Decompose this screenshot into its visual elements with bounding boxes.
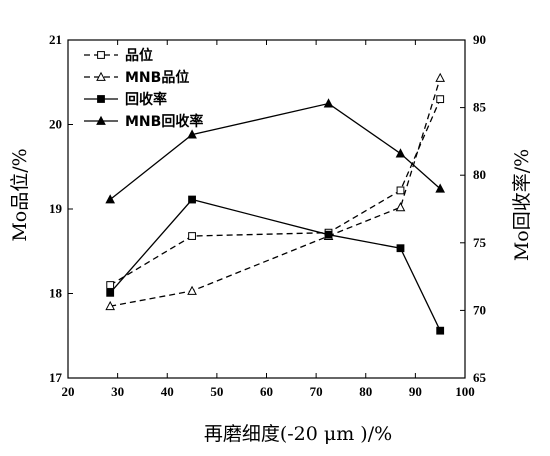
- x-tick-label: 20: [62, 384, 75, 399]
- y-axis-left-title: Mo品位/%: [9, 148, 31, 241]
- legend-entry: 回收率: [84, 91, 167, 108]
- data-point: [396, 244, 405, 253]
- legend-entry: 品位: [84, 47, 153, 64]
- y-right-tick-label: 70: [473, 302, 486, 317]
- y-right-tick-label: 75: [473, 235, 487, 250]
- data-point: [436, 326, 445, 335]
- series-line: [110, 77, 441, 307]
- plot-frame: [67, 39, 466, 379]
- legend-marker: [96, 115, 106, 125]
- legend-entry: MNB回收率: [84, 113, 203, 130]
- data-point: [105, 194, 116, 204]
- data-point: [396, 186, 405, 195]
- legend-label: 回收率: [125, 91, 167, 108]
- series-2: [106, 195, 445, 335]
- x-tick-label: 60: [260, 384, 273, 399]
- data-point: [435, 183, 446, 193]
- legend-label: MNB品位: [125, 69, 189, 86]
- y-right-tick-label: 65: [473, 370, 487, 385]
- data-point: [187, 129, 197, 139]
- y-right-tick-label: 90: [473, 32, 486, 47]
- legend-entry: MNB品位: [84, 69, 189, 86]
- data-point: [188, 232, 196, 240]
- x-axis-title: 再磨细度(-20 μm )/%: [204, 423, 392, 445]
- x-tick-label: 80: [359, 384, 372, 399]
- series-layer: [105, 72, 446, 335]
- legend-marker: [97, 95, 105, 103]
- series-line: [109, 198, 441, 331]
- y-right-tick-label: 85: [473, 100, 487, 115]
- data-point: [105, 300, 116, 311]
- axes: 20 30 40 50 60 70 80 90 100 17 18 19 20 21 65 70 75 80 85 9…: [49, 32, 487, 399]
- data-point: [323, 98, 334, 108]
- legend-marker: [96, 71, 106, 81]
- legend-label: MNB回收率: [125, 113, 203, 130]
- x-tick-label: 40: [161, 384, 174, 399]
- series-3: [105, 98, 446, 204]
- data-point: [106, 281, 115, 289]
- legend-label: 品位: [125, 47, 153, 64]
- data-point: [395, 202, 406, 212]
- y-left-tick-label: 19: [49, 201, 63, 216]
- data-point: [187, 285, 197, 295]
- y-left-tick-label: 21: [49, 32, 62, 47]
- x-tick-label: 90: [409, 384, 422, 399]
- x-tick-label: 50: [210, 384, 223, 399]
- data-point: [188, 195, 196, 204]
- y-right-tick-label: 80: [473, 167, 486, 182]
- y-left-tick-label: 20: [49, 117, 62, 132]
- y-left-tick-label: 17: [49, 370, 63, 385]
- data-point: [435, 72, 446, 82]
- y-axis-right-title: Mo回收率/%: [511, 149, 533, 261]
- data-point: [324, 230, 333, 239]
- x-tick-label: 70: [310, 384, 323, 399]
- x-tick-label: 30: [111, 384, 124, 399]
- y-left-tick-label: 18: [49, 286, 63, 301]
- legend-marker: [97, 51, 105, 59]
- data-point: [106, 288, 115, 297]
- data-point: [395, 148, 406, 158]
- series-1: [105, 72, 446, 311]
- x-tick-label: 100: [455, 384, 475, 399]
- data-point: [436, 95, 445, 104]
